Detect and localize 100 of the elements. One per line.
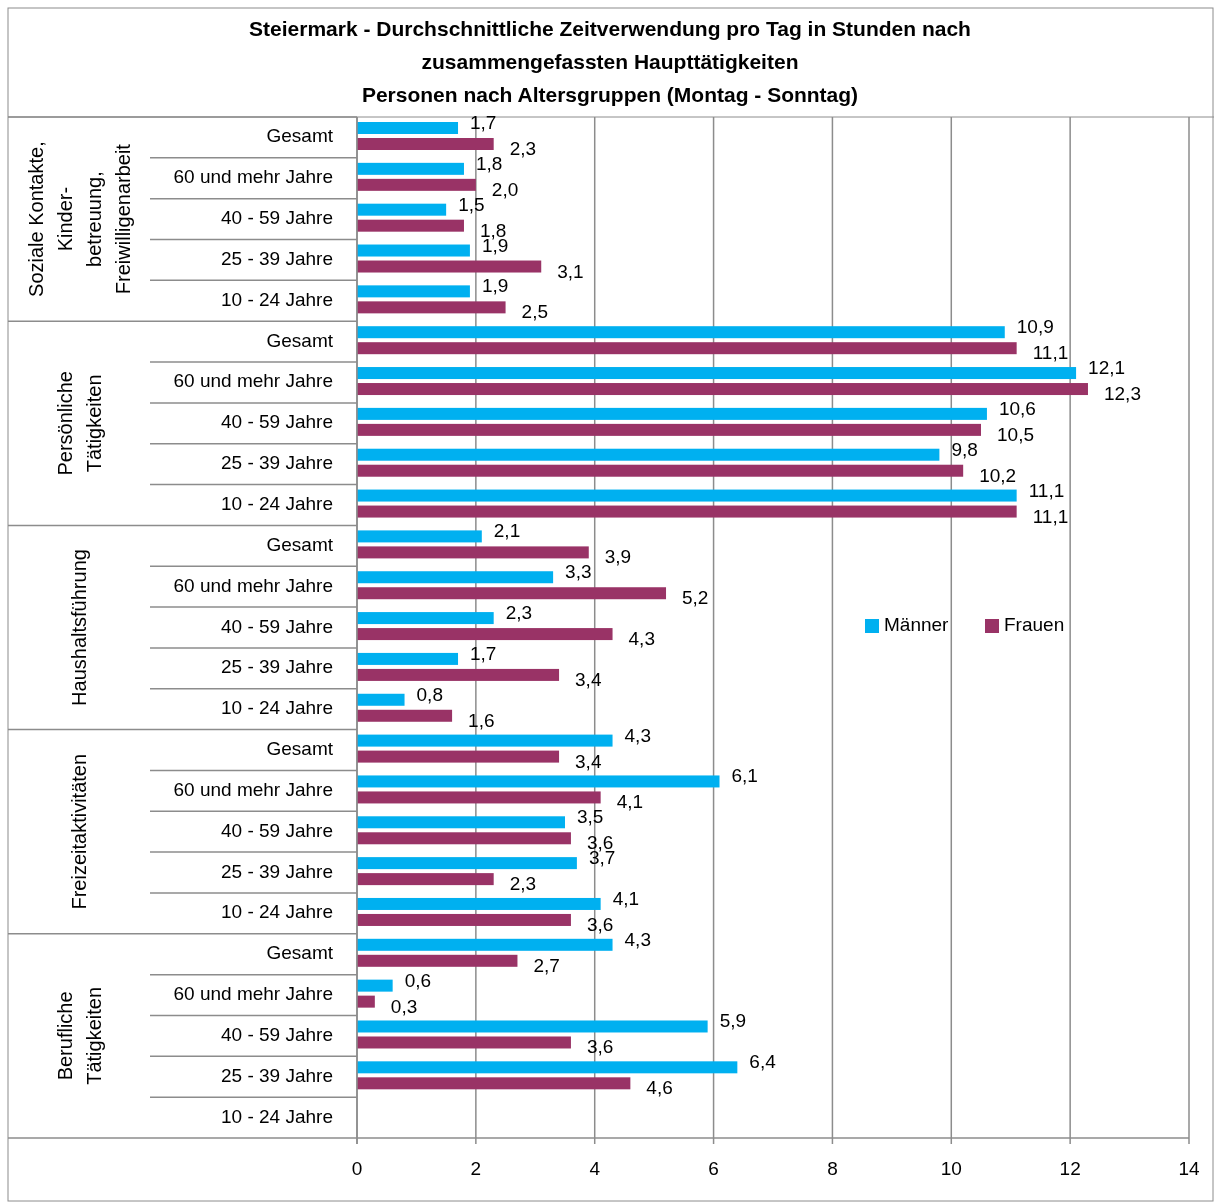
bar <box>357 464 964 477</box>
x-tick-label: 6 <box>708 1158 719 1180</box>
y-tick-label: 60 und mehr Jahre <box>173 166 333 188</box>
bar <box>357 383 1088 396</box>
bar <box>357 612 494 625</box>
y-tick-label: Gesamt <box>266 738 334 760</box>
bar <box>357 979 393 992</box>
text: Persönliche Tätigkeiten <box>53 371 105 476</box>
x-tick-label: 0 <box>351 1158 363 1180</box>
data-label: 11,1 <box>1032 505 1069 527</box>
y-tick-label: 40 - 59 Jahre <box>221 1023 333 1045</box>
data-label: 3,4 <box>575 750 602 772</box>
data-label: 11,1 <box>1032 342 1069 364</box>
y-tick-label: 25 - 39 Jahre <box>221 656 333 678</box>
text: Haushaltsführung <box>68 549 90 706</box>
data-label: 2,3 <box>509 138 537 160</box>
x-tick-label: 4 <box>589 1158 601 1180</box>
bar <box>357 244 470 257</box>
data-label: 0,3 <box>390 995 418 1017</box>
bar <box>357 138 494 150</box>
y-tick-label: Gesamt <box>266 533 334 555</box>
bar <box>357 423 981 436</box>
data-label: 2,0 <box>491 178 519 200</box>
data-label: 1,5 <box>458 193 485 215</box>
bar <box>357 1020 708 1033</box>
bar <box>357 1061 738 1074</box>
data-label: 11,1 <box>1028 479 1065 501</box>
y-tick-label: 60 und mehr Jahre <box>173 778 333 800</box>
y-tick-label: 10 - 24 Jahre <box>221 697 333 719</box>
bar <box>357 1077 631 1090</box>
data-label: 1,6 <box>468 709 495 731</box>
data-label: 3,1 <box>557 260 584 282</box>
bar <box>357 367 1077 380</box>
data-label: 2,7 <box>533 954 560 976</box>
bar <box>357 203 447 216</box>
data-label: 4,3 <box>624 928 651 950</box>
data-label: 3,6 <box>586 1036 614 1058</box>
bar <box>357 652 459 665</box>
data-label: 4,6 <box>646 1077 673 1099</box>
bar <box>357 734 613 747</box>
bar <box>357 693 405 706</box>
bar <box>357 530 482 543</box>
data-label: 0,8 <box>416 683 443 705</box>
x-tick-label: 12 <box>1059 1158 1081 1180</box>
data-label: 3,5 <box>577 806 604 828</box>
y-tick-label: 40 - 59 Jahre <box>221 615 333 637</box>
y-tick-label: 10 - 24 Jahre <box>221 901 333 923</box>
data-label: 3,9 <box>604 546 632 568</box>
text: Berufliche Tätigkeiten <box>53 986 105 1085</box>
bar <box>357 1036 571 1049</box>
data-label: 9,8 <box>951 438 978 460</box>
data-label: 4,1 <box>616 791 644 813</box>
bar <box>357 407 987 420</box>
data-label: 5,2 <box>682 587 709 609</box>
data-label: 1,8 <box>475 152 503 174</box>
y-tick-label: 25 - 39 Jahre <box>221 1064 333 1086</box>
data-label: 3,3 <box>565 561 592 583</box>
bar <box>357 709 453 722</box>
bar <box>357 628 613 641</box>
data-label: 2,3 <box>509 873 537 895</box>
y-tick-label: 40 - 59 Jahre <box>221 207 333 229</box>
y-tick-label: Gesamt <box>266 125 334 147</box>
bar <box>357 873 494 886</box>
text: Soziale Kontakte, Kinder- betreuung, Freiwilligenarbeit <box>24 141 134 297</box>
bar <box>357 505 1017 518</box>
x-tick-label: 8 <box>827 1158 838 1180</box>
data-label: 4,3 <box>628 628 655 650</box>
data-label: 1,9 <box>481 275 509 297</box>
data-label: 10,6 <box>998 397 1036 419</box>
bar <box>357 938 613 951</box>
y-tick-label: 40 - 59 Jahre <box>221 411 333 433</box>
bar <box>357 668 560 681</box>
data-label: 2,3 <box>505 602 533 624</box>
y-tick-label: 60 und mehr Jahre <box>173 370 333 392</box>
bar <box>357 546 589 559</box>
data-label: 6,1 <box>731 765 758 787</box>
data-label: 4,1 <box>612 887 640 909</box>
x-tick-label: 10 <box>940 1158 962 1180</box>
bar <box>357 162 464 175</box>
bar <box>357 448 940 461</box>
y-tick-label: 25 - 39 Jahre <box>221 452 333 474</box>
bar <box>357 897 601 910</box>
y-tick-label: Gesamt <box>266 329 334 351</box>
y-tick-label: 60 und mehr Jahre <box>173 574 333 596</box>
y-tick-label: 10 - 24 Jahre <box>221 493 333 514</box>
bar <box>357 857 577 870</box>
bar <box>357 178 476 191</box>
x-tick-label: 14 <box>1178 1158 1200 1180</box>
bar <box>357 260 542 273</box>
y-tick-label: Gesamt <box>266 942 334 964</box>
data-label: 4,3 <box>624 724 651 746</box>
bar <box>357 571 554 584</box>
bar <box>357 587 667 600</box>
bar <box>357 913 571 926</box>
text: Freizeitaktivitäten <box>68 753 90 910</box>
bar <box>357 791 601 804</box>
bar <box>357 995 375 1008</box>
data-label: 2,1 <box>493 520 521 542</box>
data-label: 10,2 <box>979 464 1017 486</box>
data-label: 1,7 <box>470 642 497 664</box>
